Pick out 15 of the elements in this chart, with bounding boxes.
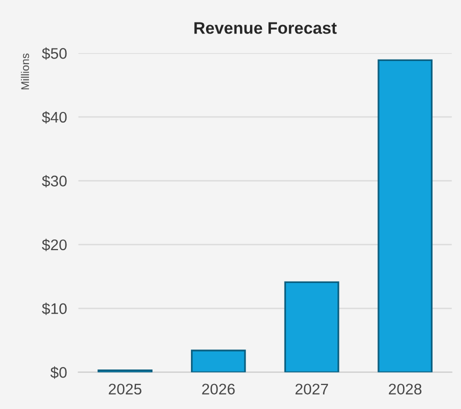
- x-tick-label: 2026: [202, 384, 235, 395]
- bar: [284, 281, 340, 372]
- bar: [190, 350, 246, 372]
- y-tick-label: $0: [50, 366, 67, 379]
- bar: [378, 59, 433, 372]
- y-axis-title: Millions: [20, 54, 30, 90]
- x-tick-label: 2027: [296, 384, 328, 395]
- y-tick-label: $50: [42, 47, 67, 60]
- x-tick-label: 2028: [388, 384, 422, 395]
- y-tick-label: $40: [42, 111, 67, 124]
- x-tick-label: 2025: [108, 384, 142, 395]
- y-tick-label: $10: [42, 302, 67, 315]
- y-tick-label: $20: [42, 238, 67, 252]
- y-tick-label: $30: [42, 175, 67, 188]
- chart-title: Revenue Forecast: [194, 22, 337, 34]
